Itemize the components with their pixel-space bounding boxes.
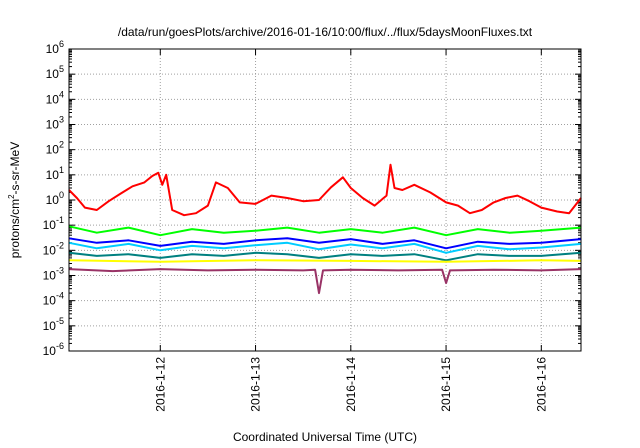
y-tick-label-base: 10 xyxy=(43,294,57,308)
x-axis: 2016-1-12 2016-1-13 2016-1-14 2016-1-15 2016… xyxy=(153,49,548,412)
series-line-0 xyxy=(68,163,582,217)
y-tick-label-exponent: 2 xyxy=(59,140,64,150)
y-tick-label-exponent: -6 xyxy=(56,341,64,351)
series-line-6 xyxy=(68,268,582,295)
y-tick-label-exponent: -5 xyxy=(56,316,64,326)
chart-title: /data/run/goesPlots/archive/2016-01-16/1… xyxy=(118,25,533,39)
y-tick-label-exponent: 1 xyxy=(59,165,64,175)
y-tick-label-base: 10 xyxy=(46,193,60,207)
y-tick-label-base: 10 xyxy=(43,344,57,358)
y-axis-label-part: protons/cm xyxy=(8,199,22,258)
y-tick-label-base: 10 xyxy=(46,143,60,157)
y-tick-label: 103 xyxy=(46,115,64,132)
series-line-2 xyxy=(68,241,582,254)
y-tick-label-base: 10 xyxy=(46,118,60,132)
y-tick-label-exponent: 3 xyxy=(59,115,64,125)
y-tick-label-base: 10 xyxy=(46,92,60,106)
series-line-4 xyxy=(68,251,582,262)
y-tick-label: 105 xyxy=(46,64,64,81)
y-tick-label: 10-5 xyxy=(43,316,64,333)
y-axis: 10-610-510-410-310-210-11001011021031041… xyxy=(43,39,581,358)
plot-area xyxy=(68,163,582,295)
y-tick-label-base: 10 xyxy=(43,269,57,283)
plot-frame xyxy=(68,48,582,352)
series-line-5 xyxy=(68,259,582,263)
y-axis-label: protons/cm2-s-sr-MeV xyxy=(7,142,22,258)
y-tick-label-exponent: 5 xyxy=(59,64,64,74)
series-line-1 xyxy=(68,225,582,237)
y-axis-label-superscript: 2 xyxy=(7,194,16,199)
y-tick-label-base: 10 xyxy=(46,67,60,81)
y-tick-label-exponent: 4 xyxy=(59,89,64,99)
series-line-3 xyxy=(68,237,582,250)
x-tick-label: 2016-1-15 xyxy=(439,357,453,412)
y-tick-label: 10-6 xyxy=(43,341,64,358)
y-tick-label-exponent: -4 xyxy=(56,291,64,301)
y-tick-label-base: 10 xyxy=(46,168,60,182)
x-tick-label: 2016-1-14 xyxy=(344,357,358,412)
y-tick-label: 10-3 xyxy=(43,266,64,283)
y-tick-label: 100 xyxy=(46,190,64,207)
y-tick-label-base: 10 xyxy=(43,319,57,333)
y-tick-label: 102 xyxy=(46,140,64,157)
y-tick-label: 101 xyxy=(46,165,64,182)
x-tick-label: 2016-1-16 xyxy=(534,357,548,412)
y-tick-label-base: 10 xyxy=(43,218,57,232)
y-tick-label-base: 10 xyxy=(46,42,60,56)
y-tick-label-exponent: 0 xyxy=(59,190,64,200)
y-tick-label-base: 10 xyxy=(43,243,57,257)
x-tick-label: 2016-1-13 xyxy=(249,357,263,412)
y-tick-label: 106 xyxy=(46,39,64,56)
y-tick-label: 10-2 xyxy=(43,240,64,257)
y-tick-label: 10-1 xyxy=(43,215,64,232)
y-tick-label-exponent: 6 xyxy=(59,39,64,49)
y-tick-label-exponent: -2 xyxy=(56,240,64,250)
y-axis-label-part: -s-sr-MeV xyxy=(8,142,22,195)
x-tick-label: 2016-1-12 xyxy=(153,357,167,412)
grid xyxy=(69,49,581,351)
y-tick-label-exponent: -1 xyxy=(56,215,64,225)
y-tick-label: 10-4 xyxy=(43,291,64,308)
y-tick-label: 104 xyxy=(46,89,64,106)
x-axis-label: Coordinated Universal Time (UTC) xyxy=(233,430,417,444)
y-tick-label-exponent: -3 xyxy=(56,266,64,276)
